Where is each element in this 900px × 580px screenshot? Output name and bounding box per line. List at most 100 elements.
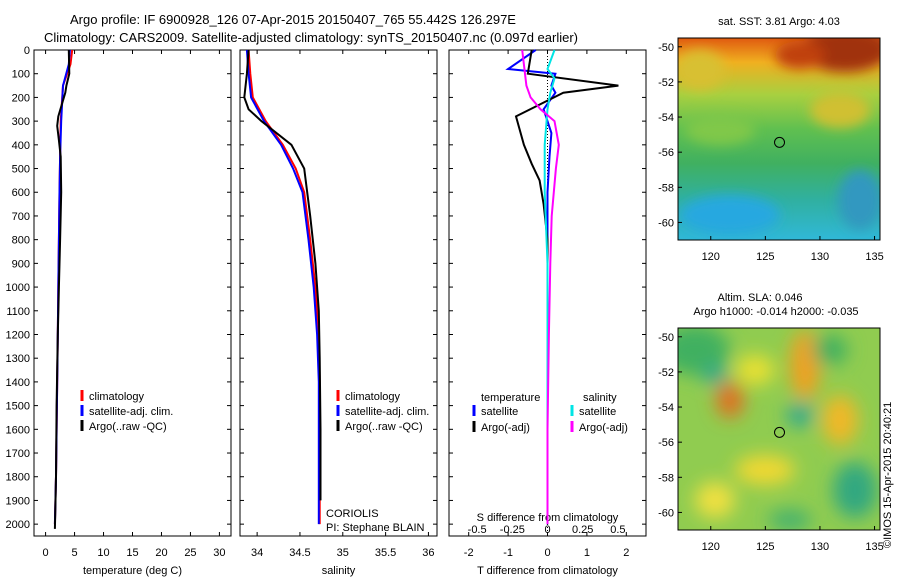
map-y-tick-label: -58 — [658, 182, 674, 194]
x-tick-label: -2 — [464, 547, 474, 559]
y-tick-label: 700 — [12, 211, 30, 223]
imos-credit: ©IMOS 15-Apr-2015 20:40:21 — [882, 402, 894, 548]
y-tick-label: 600 — [12, 187, 30, 199]
x-axis-label: salinity — [322, 565, 356, 577]
legend-label: Argo(..raw -QC) — [89, 421, 167, 433]
map-y-tick-label: -50 — [658, 332, 674, 344]
sst-field-texture — [678, 38, 880, 235]
map-y-tick-label: -50 — [658, 42, 674, 54]
legend-label: satellite-adj. clim. — [89, 406, 173, 418]
legend-label: satellite — [481, 406, 518, 418]
legend-label: satellite-adj. clim. — [345, 406, 429, 418]
legend-label: Argo(-adj) — [481, 422, 530, 434]
y-tick-label: 1500 — [6, 401, 30, 413]
x-tick-label: 0 — [43, 547, 49, 559]
sst-map: sat. SST: 3.81 Argo: 4.03 120 125 130 135 -5… — [658, 16, 884, 263]
difference-panel: -2 -1 0 1 2 T difference from climatology -0.5… — [448, 49, 647, 577]
legend-label: climatology — [345, 391, 401, 403]
x-tick-label: 30 — [213, 547, 225, 559]
sla-map-frame — [677, 327, 881, 531]
legend-header-temperature: temperature — [481, 392, 540, 404]
y-tick-label: 1200 — [6, 329, 30, 341]
y-tick-label: 1400 — [6, 377, 30, 389]
sla-map-title: Altim. SLA: 0.046 — [718, 292, 803, 304]
x2-tick-label: -0.25 — [500, 524, 525, 536]
x2-tick-label: -0.5 — [468, 524, 487, 536]
x-tick-label: 36 — [422, 547, 434, 559]
temperature-panel: 0100200300400500600700800900100011001200… — [6, 45, 232, 577]
sla-field-texture — [678, 328, 877, 530]
y-tick-label: 2000 — [6, 519, 30, 531]
x-tick-label: 20 — [155, 547, 167, 559]
y-tick-label: 200 — [12, 92, 30, 104]
x2-tick-label: 0.25 — [572, 524, 593, 536]
y-tick-label: 1300 — [6, 353, 30, 365]
legend-label: satellite — [579, 406, 616, 418]
x-tick-label: 25 — [184, 547, 196, 559]
y-tick-label: 900 — [12, 258, 30, 270]
x-tick-label: 0 — [544, 547, 550, 559]
y-tick-label: 100 — [12, 69, 30, 81]
map-x-tick-label: 125 — [756, 251, 774, 263]
sla-argo-position-marker — [774, 426, 786, 438]
map-y-tick-label: -58 — [658, 472, 674, 484]
x-tick-label: 1 — [584, 547, 590, 559]
plot-frame — [33, 49, 232, 537]
y-tick-label: 1000 — [6, 282, 30, 294]
y-tick-label: 1900 — [6, 495, 30, 507]
annotation-pi: PI: Stephane BLAIN — [326, 522, 425, 534]
x-tick-label: 35 — [337, 547, 349, 559]
x-tick-label: -1 — [503, 547, 513, 559]
series-line-argo-raw-qc- — [243, 49, 322, 501]
x-axis-label: temperature (deg C) — [83, 565, 182, 577]
legend-header-salinity: salinity — [583, 392, 617, 404]
x-axis-label: T difference from climatology — [477, 565, 618, 577]
legend-label: Argo(..raw -QC) — [345, 421, 423, 433]
map-x-tick-label: 135 — [865, 541, 883, 553]
map-y-tick-label: -54 — [658, 402, 674, 414]
map-x-tick-label: 135 — [865, 251, 883, 263]
map-y-tick-label: -56 — [658, 437, 674, 449]
map-y-tick-label: -60 — [658, 217, 674, 229]
map-x-tick-label: 120 — [702, 251, 720, 263]
y-tick-label: 1700 — [6, 448, 30, 460]
x2-tick-label: 0.5 — [610, 524, 625, 536]
sla-map-subtitle: Argo h1000: -0.014 h2000: -0.035 — [693, 306, 858, 318]
y-tick-label: 1600 — [6, 424, 30, 436]
series-line-argo-adj- — [521, 49, 560, 525]
y-tick-label: 800 — [12, 235, 30, 247]
legend-label: climatology — [89, 391, 145, 403]
x-tick-label: 34 — [251, 547, 263, 559]
map-y-tick-label: -56 — [658, 147, 674, 159]
x-tick-label: 35.5 — [375, 547, 396, 559]
map-x-tick-label: 125 — [756, 541, 774, 553]
x-tick-label: 34.5 — [289, 547, 310, 559]
y-tick-label: 300 — [12, 116, 30, 128]
sst-argo-position-marker — [774, 136, 786, 148]
sst-map-title: sat. SST: 3.81 Argo: 4.03 — [718, 16, 840, 28]
series-line-argo-raw-qc- — [53, 49, 71, 529]
map-y-tick-label: -54 — [658, 112, 674, 124]
annotation-source: CORIOLIS — [326, 508, 379, 520]
y-tick-label: 500 — [12, 164, 30, 176]
series-line-satellite-adj-clim- — [245, 49, 320, 525]
plot-frame — [239, 49, 438, 537]
x-tick-label: 5 — [71, 547, 77, 559]
y-tick-label: 0 — [24, 45, 30, 57]
legend-label: Argo(-adj) — [579, 422, 628, 434]
map-y-tick-label: -52 — [658, 367, 674, 379]
x-tick-label: 10 — [97, 547, 109, 559]
sla-map: Altim. SLA: 0.046 Argo h1000: -0.014 h20… — [658, 292, 884, 553]
map-x-tick-label: 130 — [811, 541, 829, 553]
map-x-tick-label: 130 — [811, 251, 829, 263]
y-tick-label: 400 — [12, 140, 30, 152]
y-tick-label: 1800 — [6, 472, 30, 484]
figure-title-line2: Climatology: CARS2009. Satellite-adjuste… — [44, 30, 578, 45]
sst-map-frame — [677, 37, 881, 241]
map-y-tick-label: -60 — [658, 507, 674, 519]
figure-title-line1: Argo profile: IF 6900928_126 07-Apr-2015… — [70, 12, 516, 27]
map-y-tick-label: -52 — [658, 77, 674, 89]
x-tick-label: 15 — [126, 547, 138, 559]
salinity-panel: 34 34.5 35 35.5 36 salinity climatology satelli… — [239, 49, 438, 577]
